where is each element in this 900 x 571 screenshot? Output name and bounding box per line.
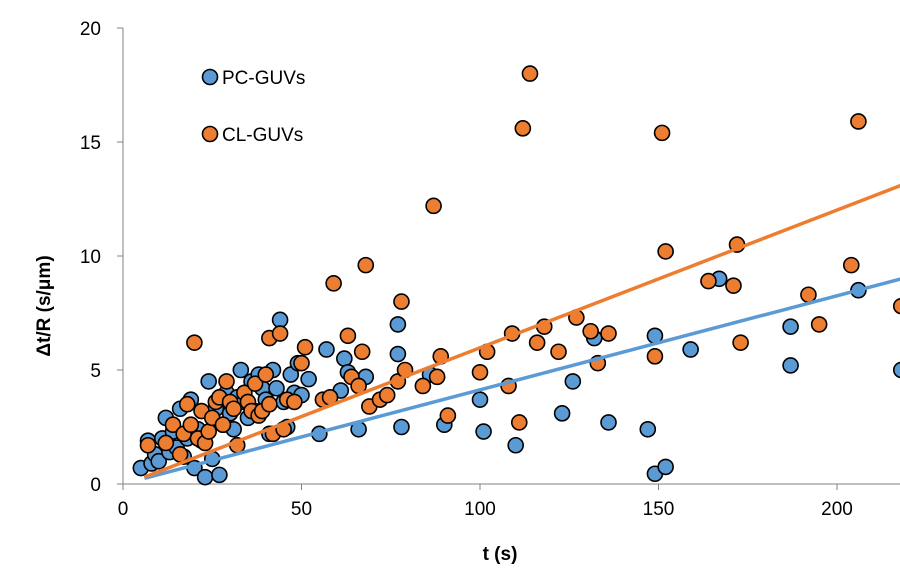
data-point (639, 420, 657, 438)
data-point (357, 256, 375, 274)
data-point (200, 373, 217, 390)
y-tick-label: 5 (90, 361, 101, 382)
data-point (225, 400, 242, 418)
data-point (892, 361, 900, 379)
data-point (439, 407, 457, 424)
x-tick-label: 200 (821, 499, 853, 520)
data-point (732, 334, 749, 351)
data-point (178, 395, 196, 413)
y-axis-title: Δt/R (s/μm) (34, 255, 55, 356)
data-point (339, 327, 357, 345)
data-point (232, 361, 250, 379)
series-cl-guvs (139, 65, 900, 463)
legend-label: PC-GUVs (222, 68, 305, 89)
data-point (300, 370, 317, 388)
data-point (271, 325, 289, 342)
data-point (810, 316, 828, 333)
data-point (553, 405, 571, 422)
data-point (892, 297, 900, 315)
data-point (157, 434, 175, 452)
data-point (550, 343, 567, 361)
data-point (286, 393, 303, 411)
data-point (657, 458, 674, 476)
data-point (582, 322, 599, 340)
data-point (378, 386, 396, 404)
x-tick-label: 0 (118, 499, 129, 520)
x-tick-label: 100 (464, 499, 496, 520)
data-point (186, 334, 203, 351)
data-point (850, 113, 867, 130)
data-point (325, 275, 342, 292)
data-point (257, 366, 275, 383)
data-point (514, 120, 532, 137)
y-tick-label: 20 (80, 19, 101, 40)
data-point (564, 373, 582, 390)
legend-label: CL-GUVs (222, 125, 303, 146)
data-point (271, 311, 289, 329)
trendlines (143, 183, 900, 480)
data-point (246, 375, 264, 392)
data-point (782, 357, 799, 374)
data-point (214, 416, 232, 434)
data-point (296, 338, 314, 356)
data-point (507, 436, 525, 454)
data-point (336, 350, 353, 367)
data-point (800, 286, 817, 304)
data-point (389, 316, 407, 333)
data-point (425, 197, 442, 215)
data-point (150, 452, 167, 470)
data-point (200, 423, 217, 440)
data-point (353, 343, 371, 361)
data-point (510, 414, 528, 431)
data-point (164, 416, 182, 434)
x-tick-label: 150 (643, 499, 675, 520)
data-point (428, 368, 446, 386)
legend: PC-GUVs CL-GUVs (201, 68, 305, 146)
data-point (182, 416, 200, 434)
y-tick-label: 15 (80, 133, 101, 154)
legend-marker (201, 125, 219, 143)
trendline (143, 183, 900, 479)
data-point (475, 423, 492, 440)
data-point (471, 391, 489, 408)
data-point (646, 348, 664, 365)
data-point (657, 243, 674, 260)
legend-item: PC-GUVs (201, 68, 305, 89)
data-point (600, 325, 617, 342)
data-point (218, 373, 235, 390)
data-point (521, 65, 539, 82)
x-tick-label: 50 (291, 499, 312, 520)
data-point (393, 293, 410, 310)
trendline (143, 277, 900, 480)
data-point (196, 468, 214, 486)
legend-item: CL-GUVs (201, 125, 303, 146)
data-point (211, 466, 228, 484)
data-point (682, 341, 699, 358)
data-point (318, 341, 335, 358)
data-point (268, 379, 285, 397)
data-point (700, 272, 717, 290)
data-point (782, 318, 799, 335)
data-point (653, 124, 671, 142)
y-tick-label: 0 (90, 475, 101, 496)
x-axis-title: t (s) (483, 544, 518, 565)
legend-marker (201, 68, 219, 86)
data-points (132, 65, 900, 486)
data-point (600, 414, 617, 431)
data-point (725, 277, 742, 294)
data-point (471, 363, 489, 381)
data-point (528, 334, 546, 351)
data-point (393, 418, 410, 436)
data-point (389, 345, 407, 363)
y-tick-label: 10 (80, 247, 101, 268)
data-point (261, 395, 278, 413)
data-point (842, 256, 860, 274)
data-point (293, 354, 310, 372)
data-point (414, 377, 432, 395)
data-point (139, 436, 157, 454)
